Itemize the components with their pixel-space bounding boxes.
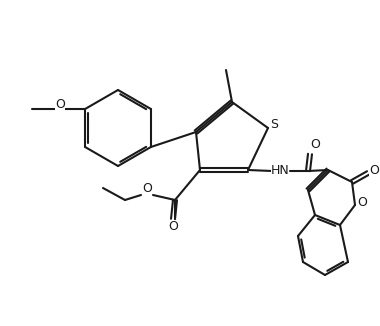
Text: HN: HN (271, 165, 290, 177)
Text: O: O (357, 196, 367, 209)
Text: S: S (270, 118, 278, 131)
Text: O: O (142, 183, 152, 196)
Text: O: O (168, 220, 178, 233)
Text: O: O (310, 139, 320, 152)
Text: O: O (55, 97, 65, 111)
Text: O: O (369, 164, 379, 176)
